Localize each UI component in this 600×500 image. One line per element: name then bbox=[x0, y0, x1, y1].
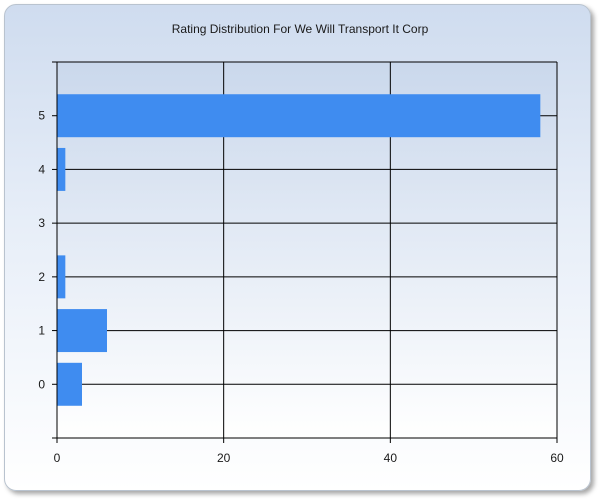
y-tick-label: 4 bbox=[38, 162, 45, 176]
y-tick-label: 3 bbox=[38, 216, 45, 230]
x-tick-label: 20 bbox=[217, 451, 231, 465]
bar-rating-2 bbox=[57, 255, 66, 299]
x-tick-label: 0 bbox=[54, 451, 61, 465]
bar-rating-0 bbox=[57, 362, 82, 406]
y-tick-label: 1 bbox=[38, 324, 45, 338]
x-tick-label: 40 bbox=[384, 451, 398, 465]
y-tick-label: 0 bbox=[38, 377, 45, 391]
bar-rating-1 bbox=[57, 309, 107, 353]
y-tick-label: 2 bbox=[38, 270, 45, 284]
x-tick-label: 60 bbox=[550, 451, 564, 465]
chart-title: Rating Distribution For We Will Transpor… bbox=[171, 22, 429, 36]
y-tick-label: 5 bbox=[38, 109, 45, 123]
bar-rating-4 bbox=[57, 147, 66, 191]
bar-rating-5 bbox=[57, 94, 541, 138]
